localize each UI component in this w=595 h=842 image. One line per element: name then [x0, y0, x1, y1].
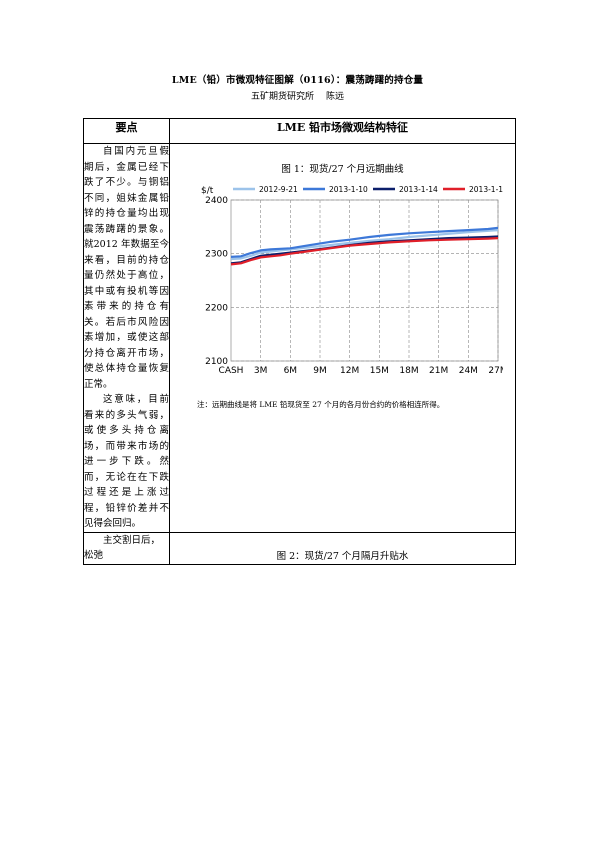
author-line: 五矿期货研究所 陈远	[0, 89, 595, 102]
header-key-points: 要点	[83, 118, 170, 144]
legend-label: 2013-1-14	[399, 185, 438, 194]
x-tick-label: 24M	[459, 366, 478, 376]
y-tick-label: 2300	[205, 250, 228, 260]
plot-area	[230, 199, 499, 362]
x-tick-label: 15M	[370, 366, 389, 376]
y-tick-label: 2200	[205, 303, 228, 313]
document-title: LME（铅）市微观特征图解（0116）：震荡踌躇的持仓量	[171, 75, 424, 86]
key-points-paragraph-1: 自国内元旦假期后，金属已经下跌了不少。与铜铝不同，姐妹金属铅锌的持仓量均出现震荡…	[84, 146, 169, 390]
forward-curve-chart: 2100 2200 2300 2400 CASH 3M 6M 9M 12M 15M 18M 21M 24…	[193, 181, 508, 391]
x-tick-label: 27M	[488, 366, 503, 376]
x-tick-label: 12M	[340, 366, 359, 376]
y-tick-label: 2100	[205, 357, 228, 367]
row2-key-point-text: 主交割日后，松弛	[84, 534, 161, 562]
chart-svg: 2100 2200 2300 2400 CASH 3M 6M 9M 12M 15M 18M 21M 24…	[201, 185, 508, 376]
figure-1-note: 注：远期曲线是将 LME 铅现货至 27 个月的各月份合约的价格相连所得。	[197, 400, 445, 409]
x-tick-label: 18M	[399, 366, 418, 376]
figure-2-cell: 图 2：现货/27 个月隔月升贴水	[169, 531, 516, 565]
legend-label: 2013-1-10	[329, 185, 368, 194]
main-table: 要点 LME 铅市场微观结构特征 自国内元旦假期后，金属已经下跌了不少。与铜铝不…	[83, 118, 516, 565]
legend-label: 2012-9-21	[259, 185, 298, 194]
key-points-cell: 自国内元旦假期后，金属已经下跌了不少。与铜铝不同，姐妹金属铅锌的持仓量均出现震荡…	[83, 143, 170, 533]
figure-1-caption: 图 1：现货/27 个月远期曲线	[281, 164, 404, 175]
y-unit-label: $/t	[201, 186, 214, 196]
figure-1-cell: 图 1：现货/27 个月远期曲线 2100 2200 2300 2400 CASH 3M 6…	[169, 143, 516, 533]
header-market-structure: LME 铅市场微观结构特征	[169, 118, 516, 144]
y-tick-label: 2400	[205, 196, 228, 206]
series-line-2013-1-10	[230, 226, 499, 258]
author-name: 陈远	[326, 92, 345, 102]
x-tick-label: 6M	[284, 366, 298, 376]
x-tick-label: 21M	[429, 366, 448, 376]
organization: 五矿期货研究所	[250, 92, 314, 102]
figure-2-caption: 图 2：现货/27 个月隔月升贴水	[276, 550, 409, 562]
row2-key-point: 主交割日后，松弛	[83, 531, 170, 565]
series-line-2013-1-15	[230, 237, 499, 266]
series-line-2012-9-21	[230, 229, 499, 261]
x-tick-label: 9M	[313, 366, 327, 376]
legend-label: 2013-1-15	[469, 185, 503, 194]
key-points-paragraph-2: 这意味，目前看来的多头气弱，或使多头持仓离场，而带来市场的进一步下跌。然而，无论…	[84, 394, 169, 529]
x-tick-label: CASH	[219, 366, 244, 376]
x-tick-label: 3M	[254, 366, 268, 376]
